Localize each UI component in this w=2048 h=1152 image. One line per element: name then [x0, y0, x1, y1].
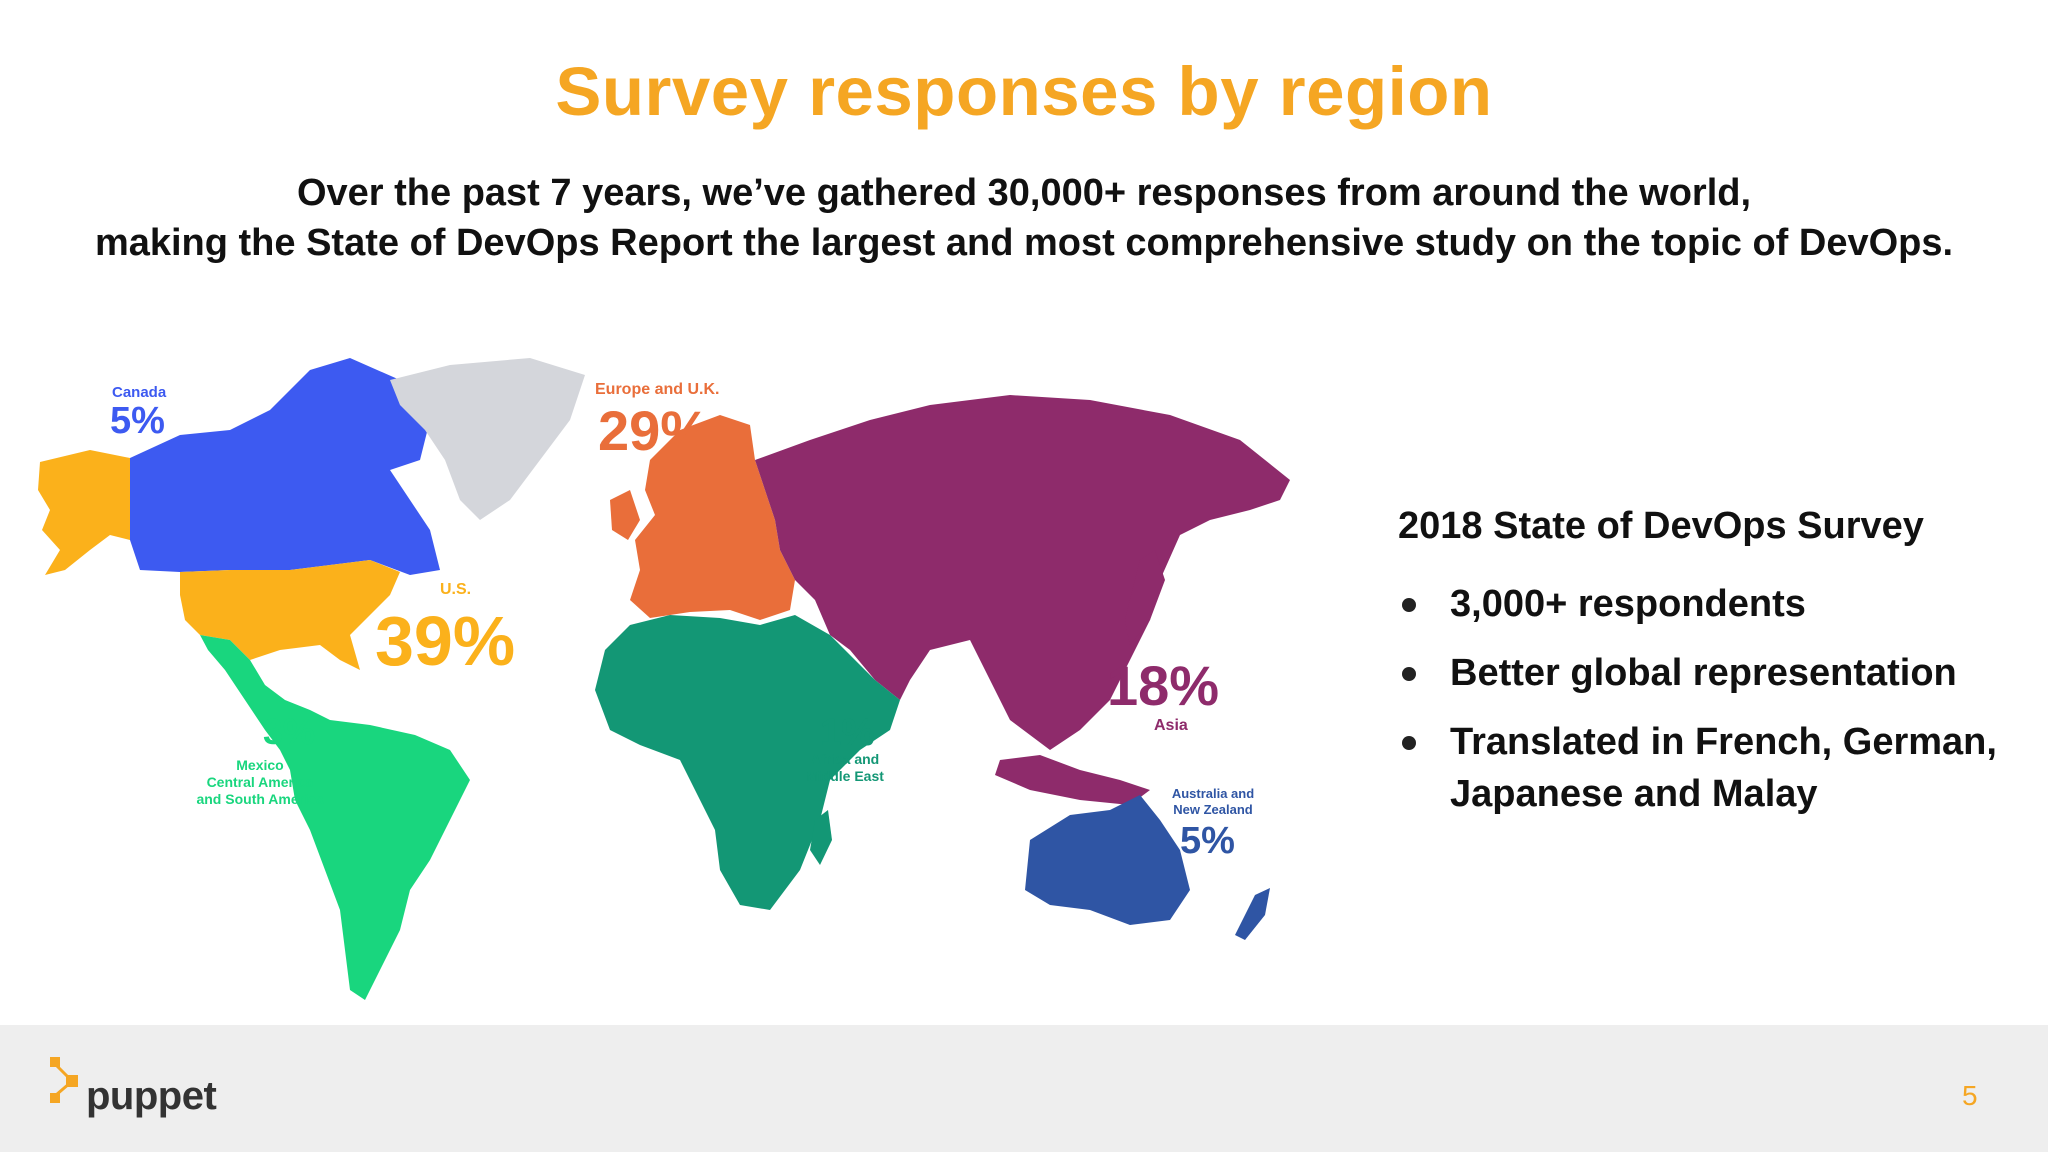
label-canada-percent: 5% — [110, 400, 165, 442]
label-latam-name-3: and South America — [196, 791, 323, 807]
footer-bar — [0, 1025, 2048, 1152]
logo-wordmark: puppet — [86, 1074, 217, 1118]
bullet-dot — [1402, 736, 1416, 750]
region-japan — [1125, 550, 1165, 645]
label-latam-name-1: Mexico — [236, 757, 283, 773]
region-canada — [130, 358, 440, 575]
label-oceania-percent: 5% — [1180, 820, 1235, 862]
subtitle-line-1: Over the past 7 years, we’ve gathered 30… — [296, 172, 1752, 214]
region-africa-middle-east — [595, 615, 900, 910]
bullet-text: Translated in French, German, Japanese a… — [1450, 721, 1997, 815]
label-latam-percent: 3% — [263, 711, 315, 752]
bullet-text: Better global representation — [1450, 652, 1957, 694]
region-us — [180, 560, 400, 670]
label-us-name: U.S. — [440, 581, 471, 598]
bullet-item: 3,000+ respondents — [1398, 578, 2038, 630]
label-africa-percent: 1% — [820, 712, 875, 754]
label-asia-name: Asia — [1154, 717, 1188, 734]
puppet-logo-icon — [50, 1057, 78, 1103]
label-oceania-name-1: Australia and — [1172, 786, 1254, 801]
slide-title: Survey responses by region — [555, 53, 1493, 130]
region-asia-islands — [995, 755, 1150, 805]
slide-subtitle: Over the past 7 years, we’ve gathered 30… — [0, 168, 2048, 268]
bullet-dot — [1402, 598, 1416, 612]
region-australia — [1025, 795, 1190, 925]
region-new-zealand — [1235, 888, 1270, 940]
bullet-dot — [1402, 667, 1416, 681]
region-asia — [755, 395, 1290, 750]
bullet-item: Better global representation — [1398, 647, 2038, 699]
label-canada-name: Canada — [112, 384, 167, 401]
survey-panel: 2018 State of DevOps Survey 3,000+ respo… — [1398, 505, 2038, 837]
world-map: Canada 5% U.S. 39% 3% Mexico Central Ame… — [30, 350, 1310, 1030]
region-europe — [630, 415, 795, 620]
label-africa-name-1: Africa and — [811, 751, 879, 767]
label-oceania-name-2: New Zealand — [1173, 802, 1253, 817]
region-latam — [200, 635, 470, 1000]
label-africa-name-2: Middle East — [806, 768, 884, 784]
label-latam-name-2: Central America — [207, 774, 314, 790]
region-greenland — [390, 358, 585, 520]
bullet-text: 3,000+ respondents — [1450, 583, 1806, 625]
label-asia-percent: 18% — [1107, 654, 1219, 717]
region-madagascar — [810, 810, 832, 865]
region-alaska — [38, 450, 130, 575]
page-number: 5 — [1962, 1080, 1978, 1111]
region-uk — [610, 490, 640, 540]
label-europe-name: Europe and U.K. — [595, 381, 719, 398]
survey-bullets: 3,000+ respondents Better global represe… — [1398, 578, 2038, 820]
survey-heading: 2018 State of DevOps Survey — [1398, 505, 1924, 547]
subtitle-line-2: making the State of DevOps Report the la… — [94, 222, 1954, 264]
bullet-item: Translated in French, German, Japanese a… — [1398, 716, 2038, 820]
label-europe-percent: 29% — [598, 399, 710, 462]
label-us-percent: 39% — [375, 602, 515, 680]
